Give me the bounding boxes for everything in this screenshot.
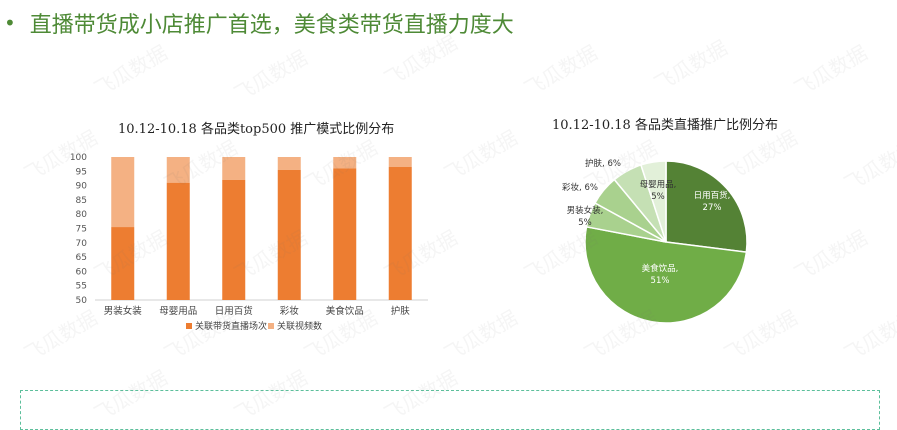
pie-slice bbox=[665, 160, 748, 253]
pie-slice-label: 母婴用品, bbox=[640, 180, 677, 190]
bar-segment-live bbox=[222, 179, 246, 300]
bar-segment-video bbox=[333, 157, 357, 169]
pie-slice-pct: 5% bbox=[651, 192, 665, 202]
bar-segment-live bbox=[111, 227, 135, 300]
legend-swatch-video bbox=[268, 323, 274, 329]
pie-slice-label: 男装女装, bbox=[567, 205, 604, 216]
x-category-label: 男装女装 bbox=[104, 305, 143, 317]
legend-swatch-live bbox=[186, 323, 192, 329]
legend-label-live: 关联带货直播场次 bbox=[195, 320, 267, 332]
pie-slice-label: 美食饮品, bbox=[642, 263, 679, 274]
pie-chart-title: 10.12-10.18 各品类直播推广比例分布 bbox=[552, 118, 778, 133]
y-tick-label: 70 bbox=[76, 239, 88, 249]
bullet-icon: • bbox=[4, 11, 16, 35]
text-box bbox=[20, 390, 880, 430]
pie-slice-pct: 51% bbox=[651, 276, 670, 286]
y-tick-label: 95 bbox=[76, 167, 87, 177]
x-category-label: 日用百货 bbox=[215, 305, 253, 317]
x-category-label: 彩妆 bbox=[280, 305, 300, 317]
y-tick-label: 65 bbox=[76, 253, 87, 263]
y-tick-label: 85 bbox=[76, 196, 87, 206]
bar-segment-live bbox=[388, 167, 412, 300]
x-category-label: 护肤 bbox=[391, 305, 411, 317]
bar-segment-live bbox=[166, 182, 190, 300]
bar-segment-live bbox=[277, 169, 301, 300]
headline-text: 直播带货成小店推广首选，美食类带货直播力度大 bbox=[29, 13, 514, 38]
bar-segment-video bbox=[388, 157, 412, 168]
pie-slice-pct: 27% bbox=[703, 203, 722, 213]
pie-slice-label: 日用百货, bbox=[694, 190, 731, 201]
pie-slice bbox=[640, 160, 667, 243]
charts-canvas: 100 95 90 85 80 75 70 65 60 55 50 男装女装 母婴用品 日用百货 彩妆 美食饮… bbox=[70, 153, 748, 332]
x-category-label: 母婴用品 bbox=[159, 306, 197, 317]
pie-slice-pct: 5% bbox=[578, 218, 592, 228]
pie-slice bbox=[584, 225, 748, 324]
pie-slice-label: 护肤, 6% bbox=[585, 158, 621, 169]
bar-segment-video bbox=[111, 157, 135, 228]
y-tick-label: 60 bbox=[76, 267, 88, 277]
headline: • 直播带货成小店推广首选，美食类带货直播力度大 bbox=[0, 6, 514, 40]
y-tick-label: 90 bbox=[76, 182, 88, 192]
y-tick-label: 80 bbox=[76, 210, 88, 220]
y-tick-label: 55 bbox=[76, 282, 87, 292]
bar-segment-video bbox=[166, 157, 190, 183]
bar-segment-video bbox=[222, 157, 246, 180]
pie-slice-label: 彩妆, 6% bbox=[562, 182, 598, 193]
bar-chart-title: 10.12-10.18 各品类top500 推广模式比例分布 bbox=[118, 122, 395, 137]
x-category-label: 美食饮品 bbox=[326, 305, 364, 317]
y-tick-label: 75 bbox=[76, 225, 87, 235]
bar-segment-live bbox=[333, 168, 357, 300]
y-tick-label: 50 bbox=[76, 296, 88, 306]
legend-label-video: 关联视频数 bbox=[277, 320, 322, 332]
y-tick-label: 100 bbox=[70, 153, 87, 163]
bar-segment-video bbox=[277, 157, 301, 170]
